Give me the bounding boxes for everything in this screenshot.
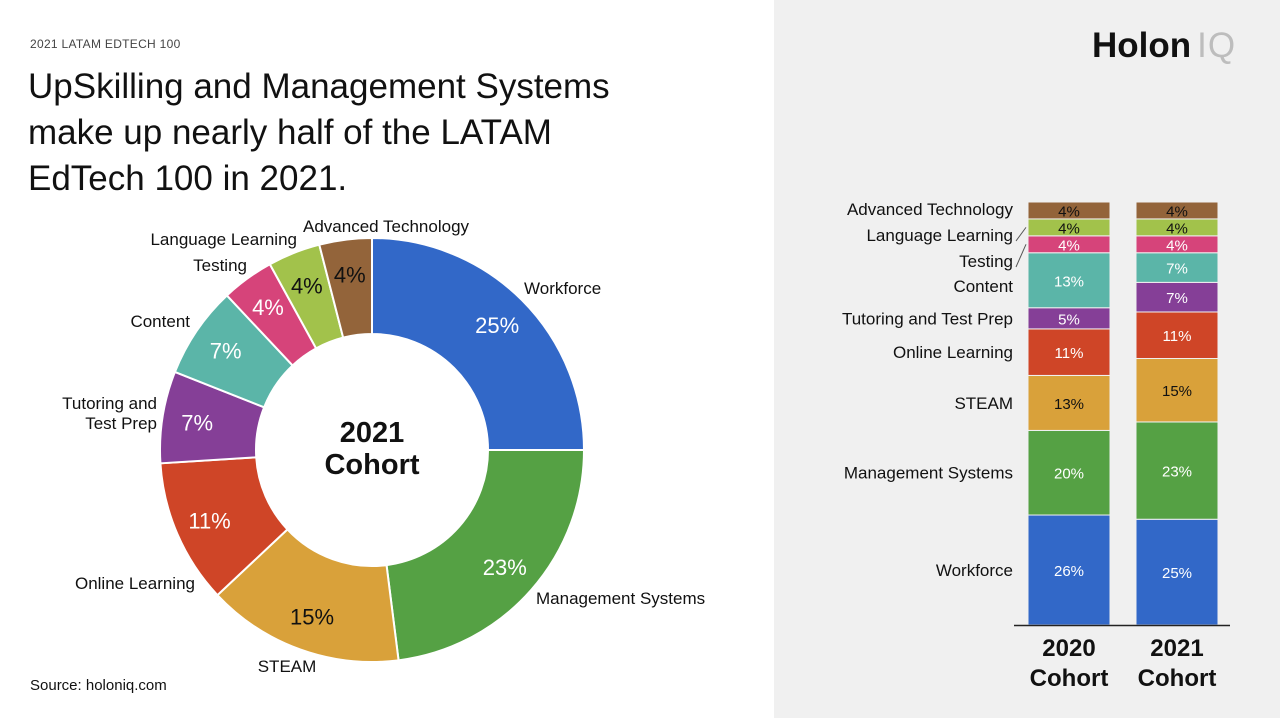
bar-value-label: 4% xyxy=(1058,220,1080,237)
donut-center-label: 2021 xyxy=(340,417,405,449)
donut-category-label: Testing xyxy=(193,256,247,275)
series-label-testing: Testing xyxy=(959,252,1013,271)
bar-value-label: 23% xyxy=(1162,464,1192,481)
bar-segment-tutoring-and-test-prep xyxy=(1135,281,1219,313)
brand-logo: Holon IQ xyxy=(1092,24,1236,68)
bar-value-label: 7% xyxy=(1166,261,1188,278)
donut-value-label: 7% xyxy=(181,410,213,435)
bar-segment-management-systems xyxy=(1027,429,1111,516)
donut-value-label: 7% xyxy=(210,339,242,364)
series-label-online-learning: Online Learning xyxy=(893,343,1013,362)
title-line: make up nearly half of the LATAM xyxy=(28,113,552,152)
donut-category-label: Content xyxy=(130,312,190,331)
bar-value-label: 4% xyxy=(1058,237,1080,254)
bar-category-label: Cohort xyxy=(1138,665,1217,692)
donut-value-label: 23% xyxy=(483,555,527,580)
bar-value-label: 7% xyxy=(1166,290,1188,307)
bar-value-label: 26% xyxy=(1054,563,1084,580)
series-label-steam: STEAM xyxy=(954,394,1013,413)
bar-segment-workforce xyxy=(1027,514,1111,626)
donut-category-label: Management Systems xyxy=(536,589,705,608)
donut-value-label: 4% xyxy=(252,295,284,320)
bar-segment-steam xyxy=(1027,374,1111,431)
bar-category-label: 2021 xyxy=(1150,635,1203,662)
series-label-management-systems: Management Systems xyxy=(844,464,1013,483)
bar-value-label: 25% xyxy=(1162,565,1192,582)
leader-line xyxy=(1015,227,1027,242)
donut-category-label: Online Learning xyxy=(75,574,195,593)
donut-value-label: 4% xyxy=(291,273,323,298)
donut-category-label: STEAM xyxy=(258,657,317,676)
donut-center-label: Cohort xyxy=(324,449,419,481)
bar-segment-advanced-technology xyxy=(1135,201,1219,220)
title-line: UpSkilling and Management Systems xyxy=(28,67,610,106)
bar-value-label: 11% xyxy=(1163,328,1192,345)
brand-logo-part1: Holon xyxy=(1092,26,1192,65)
source-note: Source: holoniq.com xyxy=(30,677,167,694)
bar-value-label: 4% xyxy=(1166,220,1188,237)
report-kicker: 2021 LATAM EDTECH 100 xyxy=(30,37,181,51)
bar-value-label: 20% xyxy=(1054,466,1084,483)
bar-segment-steam xyxy=(1135,358,1219,423)
bar-value-label: 13% xyxy=(1054,273,1084,290)
series-label-workforce: Workforce xyxy=(936,561,1013,580)
bar-value-label: 11% xyxy=(1055,345,1084,362)
title-line: EdTech 100 in 2021. xyxy=(28,159,348,198)
donut-slice-management-systems xyxy=(385,449,586,662)
donut-slice-advanced-technology xyxy=(318,236,373,339)
bar-segment-advanced-technology xyxy=(1027,201,1111,220)
donut-category-label: Workforce xyxy=(524,279,601,298)
donut-value-label: 11% xyxy=(188,508,230,533)
bar-category-label: Cohort xyxy=(1030,665,1109,692)
series-label-tutoring-and-test-prep: Tutoring and Test Prep xyxy=(842,309,1013,328)
brand-logo-part2: IQ xyxy=(1197,26,1237,65)
donut-category-label: Advanced Technology xyxy=(303,217,470,236)
bar-value-label: 4% xyxy=(1166,203,1188,220)
series-label-language-learning: Language Learning xyxy=(866,226,1013,245)
donut-category-label: Language Learning xyxy=(150,230,297,249)
donut-chart: 25% Workforce 23% Management Systems 15% STEA… xyxy=(62,217,705,676)
bar-value-label: 4% xyxy=(1058,203,1080,220)
bar-value-label: 4% xyxy=(1166,237,1188,254)
donut-value-label: 25% xyxy=(475,313,519,338)
bar-segment-online-learning xyxy=(1135,311,1219,360)
bar-category-label: 2020 xyxy=(1042,635,1095,662)
bar-value-label: 13% xyxy=(1054,396,1084,413)
bar-segment-workforce xyxy=(1135,518,1219,626)
donut-slice-workforce xyxy=(371,236,586,451)
bar-value-label: 15% xyxy=(1162,383,1192,400)
page-title: UpSkilling and Management Systems make u… xyxy=(28,64,728,202)
bar-segment-management-systems xyxy=(1135,421,1219,520)
bar-value-label: 5% xyxy=(1058,311,1080,328)
donut-value-label: 4% xyxy=(334,262,366,287)
series-label-content: Content xyxy=(953,277,1013,296)
series-label-advanced-technology: Advanced Technology xyxy=(847,200,1014,219)
bar-segment-online-learning xyxy=(1027,328,1111,376)
donut-value-label: 15% xyxy=(290,605,334,630)
leader-line xyxy=(1015,244,1027,268)
donut-category-label: Tutoring and Test Prep xyxy=(62,394,157,433)
